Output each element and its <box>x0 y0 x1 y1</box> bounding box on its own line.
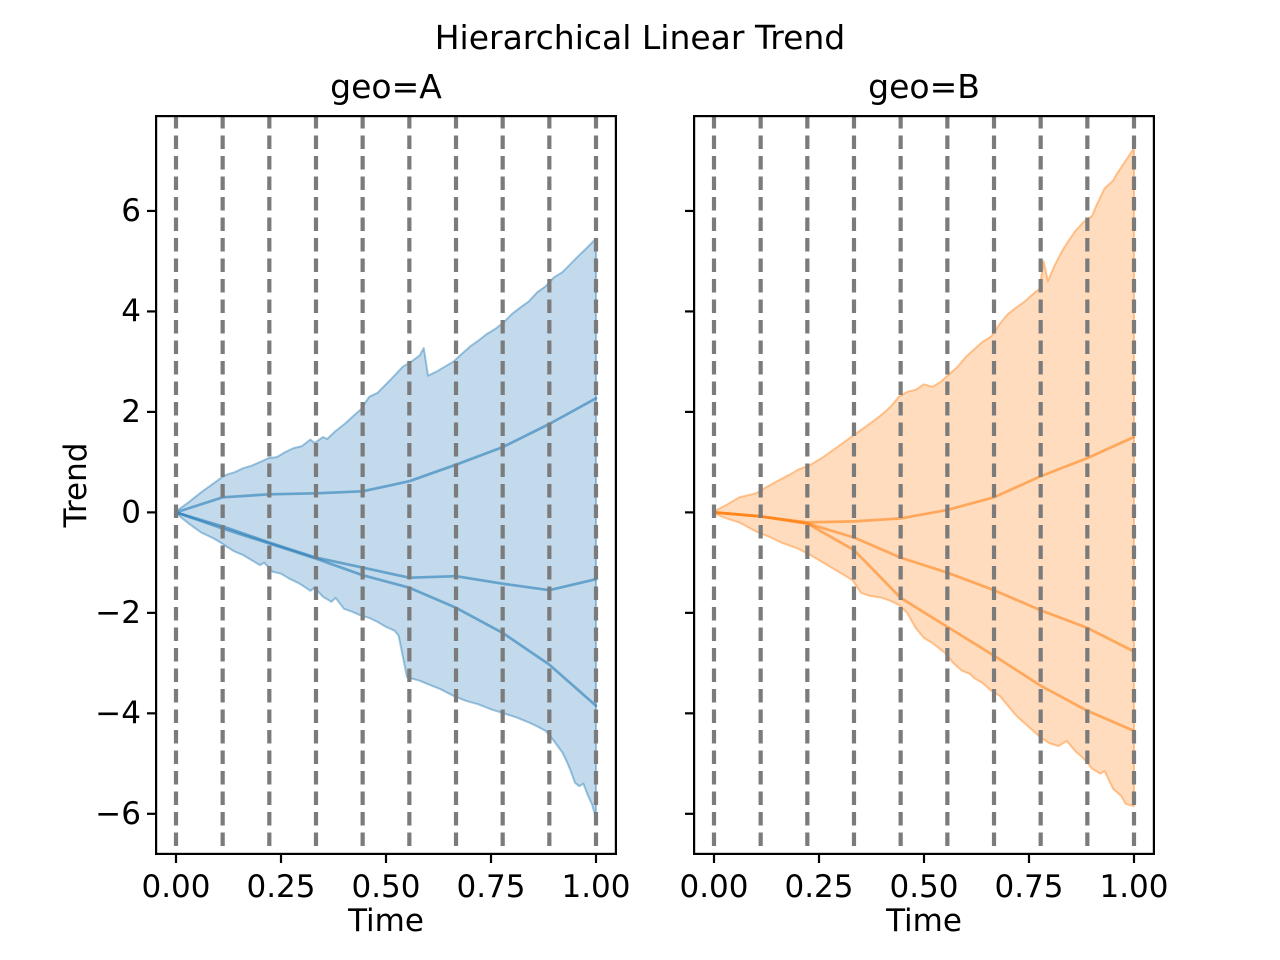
y-tick-label: −6 <box>95 796 141 832</box>
subplot-title-geo-b: geo=B <box>868 67 980 106</box>
sample-trend-3 <box>712 511 1136 733</box>
x-tick-label: 0.50 <box>351 869 420 905</box>
uncertainty-band <box>713 147 1135 808</box>
x-tick-label: 0.25 <box>246 869 315 905</box>
y-tick-label: 6 <box>121 193 141 229</box>
axes-spine <box>693 115 1155 855</box>
x-axis-label-geo-b: Time <box>886 903 962 939</box>
axes-geo-a: 0.00 0.25 0.50 0.75 1.00 6 4 2 0 −2 −4 −6 <box>95 115 631 905</box>
x-tick-label: 0.75 <box>994 869 1063 905</box>
x-tick-label: 0.75 <box>456 869 525 905</box>
x-tick-label: 1.00 <box>1099 869 1168 905</box>
sample-trend-2 <box>174 511 598 592</box>
x-tick-label: 1.00 <box>561 869 630 905</box>
subplot-title-geo-a: geo=A <box>330 67 442 106</box>
y-tick-label: 0 <box>121 495 141 531</box>
y-tick-label: 2 <box>121 394 141 430</box>
x-tick-label: 0.25 <box>784 869 853 905</box>
y-tick-label: −2 <box>95 595 141 631</box>
x-tick-label: 0.00 <box>141 869 210 905</box>
x-tick-label: 0.00 <box>679 869 748 905</box>
sample-trend-1 <box>174 396 598 514</box>
sample-trend-3 <box>174 511 598 708</box>
axes-spine <box>155 115 617 855</box>
figure-title: Hierarchical Linear Trend <box>434 18 846 57</box>
y-tick-label: 4 <box>121 294 141 330</box>
y-axis-label: Trend <box>58 442 94 528</box>
axes-geo-b: 0.00 0.25 0.50 0.75 1.00 <box>679 115 1169 905</box>
x-tick-label: 0.50 <box>889 869 958 905</box>
x-axis-label-geo-a: Time <box>348 903 424 939</box>
uncertainty-band <box>175 237 597 819</box>
y-tick-label: −4 <box>95 696 141 732</box>
